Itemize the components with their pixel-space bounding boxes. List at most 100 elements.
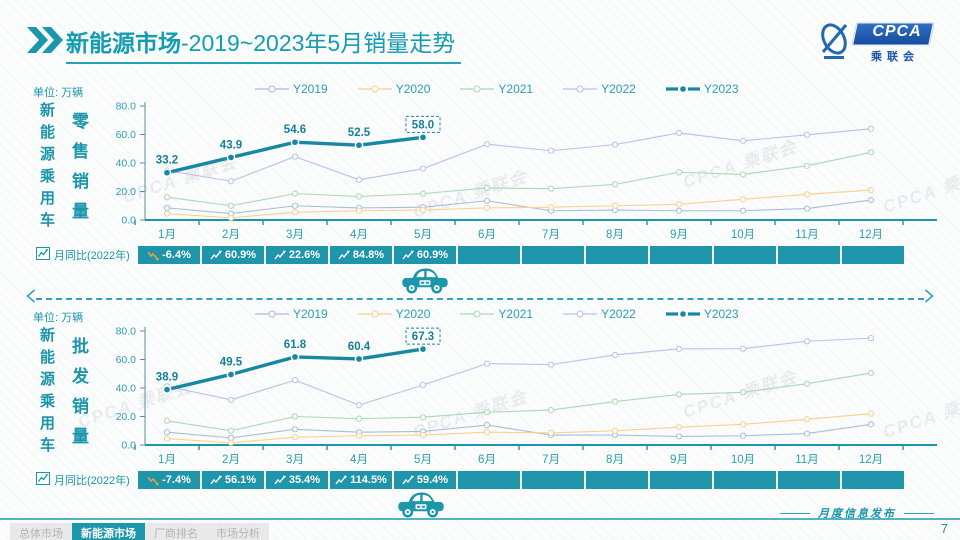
legend-item-Y2022: Y2022 [563,307,636,321]
legend-label: Y2022 [601,82,636,96]
chart-canvas: 0.0 20.0 40.0 60.0 80.0 1月 2月 3月 4月 5月 6月 7月 8月 9月 10月… [116,326,937,466]
svg-text:54.6: 54.6 [284,124,306,136]
legend-item-Y2020: Y2020 [357,307,430,321]
svg-text:58.0: 58.0 [412,119,434,131]
svg-text:40.0: 40.0 [116,158,137,170]
mom-cell: -6.4% [138,246,200,264]
legend-marker-icon [255,310,289,318]
legend-item-Y2023: Y2023 [665,307,739,321]
footer-tab-1[interactable]: 新能源市场 [72,523,145,540]
mom-cell: 56.1% [202,471,264,489]
legend-label: Y2021 [498,82,534,96]
mom-cell: 60.9% [394,246,456,264]
trend-chart-icon [36,472,50,488]
legend-item-Y2021: Y2021 [460,82,533,96]
mom-label-text: 月同比(2022年) [54,250,130,262]
unit-label: 单位: 万辆 [33,312,84,324]
mom-row: 月同比(2022年) -7.4% 56.1% 35.4% 114.5% 59.4% [0,471,960,489]
mom-cell: 35.4% [266,471,328,489]
legend-marker-icon [460,85,495,93]
trend-chart-icon [36,247,50,263]
measure-label: 批发销量 [69,337,88,457]
legend-marker-icon [563,310,598,318]
trend-up-icon [402,475,414,484]
svg-text:33.2: 33.2 [156,155,178,167]
legend-label: Y2021 [498,307,534,321]
page-title: 新能源市场-2019~2023年5月销量走势 [66,24,462,64]
release-note: 月度信息发布 [780,505,934,521]
svg-text:61.8: 61.8 [284,339,307,351]
legend-item-Y2019: Y2019 [255,307,328,321]
svg-text:1月: 1月 [158,229,176,241]
mom-cell [778,246,840,264]
trend-down-icon [147,476,160,485]
header: 新能源市场-2019~2023年5月销量走势 CPCA 乘联会 [26,16,960,68]
legend-marker-icon [665,311,700,317]
mom-cell: -7.4% [138,471,200,489]
svg-text:6月: 6月 [478,454,496,466]
svg-text:5月: 5月 [414,454,432,466]
arrow-right-icon [924,289,934,308]
footer-tab-3[interactable]: 市场分析 [207,523,269,540]
arrow-left-icon [26,289,36,308]
svg-text:80.0: 80.0 [116,101,137,113]
legend-label: Y2019 [293,307,328,321]
svg-text:8月: 8月 [606,229,624,241]
legend-label: Y2023 [703,82,739,96]
svg-text:8月: 8月 [606,454,624,466]
svg-text:10月: 10月 [731,229,755,241]
mom-label: 月同比(2022年) [36,472,130,488]
mom-cell: 84.8% [330,246,392,264]
mom-value: 59.4% [416,474,449,486]
svg-text:12月: 12月 [859,454,883,466]
svg-text:20.0: 20.0 [116,186,137,198]
svg-text:2月: 2月 [222,229,240,241]
legend-item-Y2023: Y2023 [665,82,739,96]
legend: Y2019 Y2020 Y2021 Y2022 Y2023 [255,307,739,321]
svg-text:20.0: 20.0 [116,411,137,423]
release-note-text: 月度信息发布 [818,507,896,520]
section-divider [26,289,934,308]
page-title-rest: -2019~2023年5月销量走势 [181,30,456,56]
svg-text:0.0: 0.0 [121,215,136,227]
mom-cell [714,246,776,264]
svg-text:7月: 7月 [542,229,560,241]
mom-cell [842,471,904,489]
footer-tabs: 总体市场 新能源市场 厂商排名 市场分析 [10,523,269,540]
legend-label: Y2020 [395,82,431,96]
legend-item-Y2022: Y2022 [563,82,636,96]
svg-text:60.0: 60.0 [116,354,137,366]
trend-up-icon [335,475,348,484]
svg-text:4月: 4月 [350,454,368,466]
line-chart: 0.0 20.0 40.0 60.0 80.0 1月 2月 3月 4月 5月 6月 7月 8月 9月 10月… [105,319,947,471]
mom-cell: 60.9% [202,246,264,264]
mom-cell: 59.4% [394,471,456,489]
svg-text:52.5: 52.5 [348,127,371,139]
svg-text:1月: 1月 [158,454,176,466]
svg-text:6月: 6月 [478,229,496,241]
divider-dashed-line [36,297,924,300]
cpca-logo-subtext: 乘联会 [871,51,919,63]
footer-tab-2[interactable]: 厂商排名 [145,523,207,540]
svg-text:3月: 3月 [286,229,304,241]
svg-text:4月: 4月 [350,229,368,241]
mom-value: 114.5% [350,474,387,486]
mom-value: 22.6% [288,249,321,261]
svg-text:11月: 11月 [795,229,818,241]
svg-text:10月: 10月 [731,454,755,466]
footer-tab-0[interactable]: 总体市场 [10,523,72,540]
legend-marker-icon [255,85,289,93]
mom-value: 60.9% [224,249,257,261]
svg-text:7月: 7月 [542,454,560,466]
legend-item-Y2019: Y2019 [255,82,328,96]
release-dash [904,512,934,514]
mom-row: 月同比(2022年) -6.4% 60.9% 22.6% 84.8% 60.9% [0,246,960,264]
svg-text:38.9: 38.9 [156,372,178,384]
legend-label: Y2022 [601,307,636,321]
chevron-double-icon [26,26,64,59]
mom-value: -6.4% [162,249,191,261]
mom-cell [586,246,648,264]
mom-cell [650,246,712,264]
legend: Y2019 Y2020 Y2021 Y2022 Y2023 [255,82,739,96]
